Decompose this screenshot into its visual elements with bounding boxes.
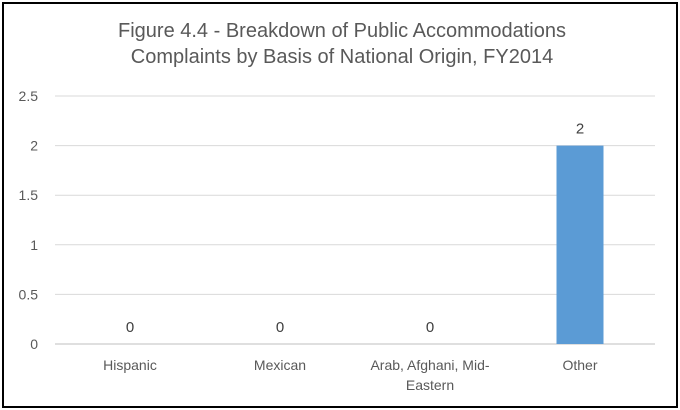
y-tick-label: 2.5 [19, 88, 39, 104]
category-label: Mexican [254, 357, 306, 373]
category-label: Hispanic [103, 357, 157, 373]
data-label: 0 [426, 319, 434, 336]
data-label: 0 [276, 319, 284, 336]
y-tick-label: 2 [30, 138, 38, 154]
category-label: Arab, Afghani, Mid- [370, 357, 489, 373]
y-tick-label: 1 [30, 237, 38, 253]
category-label: Other [562, 357, 597, 373]
y-tick-label: 0.5 [19, 286, 39, 302]
y-tick-label: 0 [30, 336, 38, 352]
data-label: 2 [576, 121, 584, 138]
chart-title: Figure 4.4 - Breakdown of Public Accommo… [4, 18, 680, 70]
category-label: Eastern [406, 377, 454, 393]
data-label: 0 [126, 319, 134, 336]
y-tick-label: 1.5 [19, 187, 39, 203]
chart-title-line-1: Figure 4.4 - Breakdown of Public Accommo… [118, 20, 566, 42]
chart-title-line-2: Complaints by Basis of National Origin, … [130, 46, 554, 68]
bar [556, 145, 604, 344]
